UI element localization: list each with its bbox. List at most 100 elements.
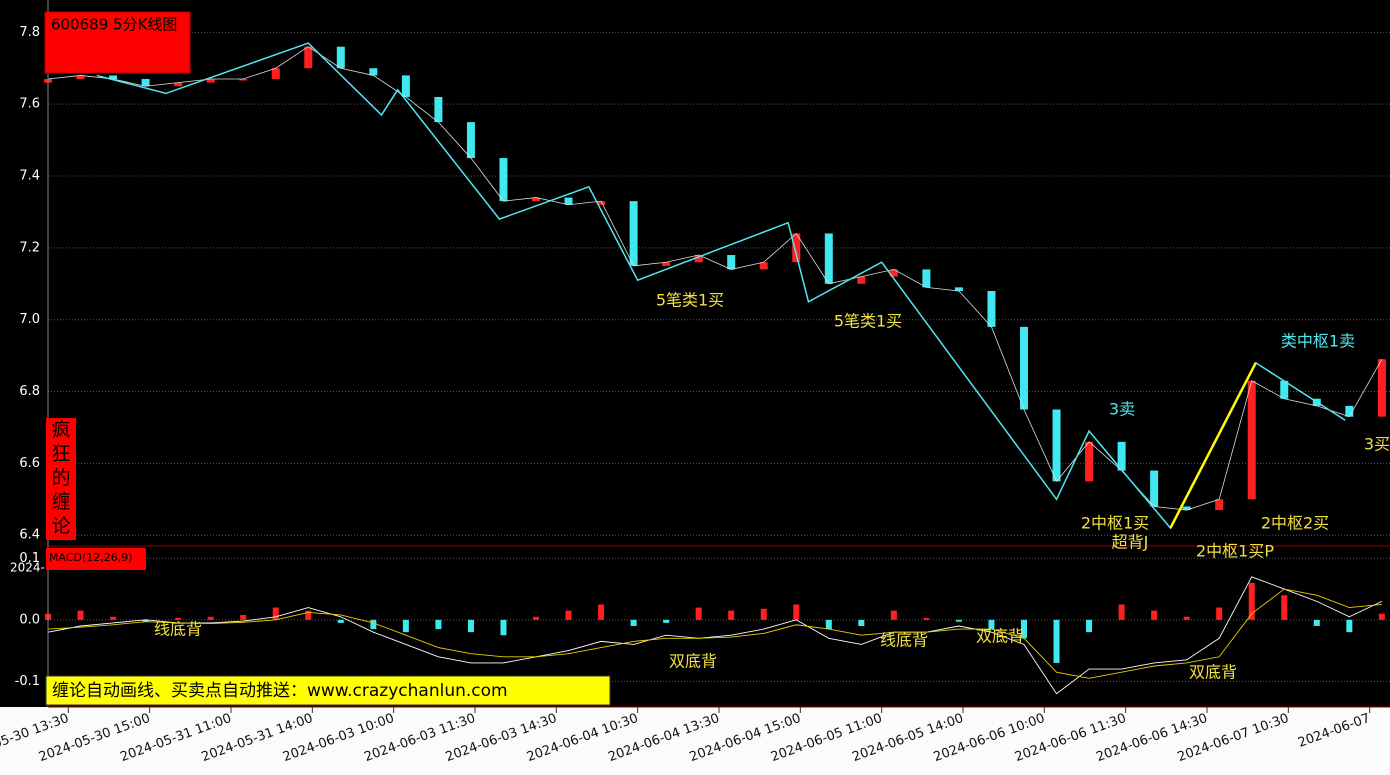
candle [499,158,508,202]
y-tick-label: 0.1 [19,551,40,566]
x-axis-area [0,707,1390,775]
chart-title: 600689 5分K线图 [51,16,177,34]
macd-bar [533,616,539,620]
annotation: 超背J [1112,533,1149,552]
annotation: 双底背 [669,652,717,671]
candle [1085,441,1094,482]
y-tick-label: 6.8 [19,384,40,399]
macd-bar [1086,619,1093,633]
macd-bar [77,610,84,620]
macd-bar [402,619,409,633]
candle [954,287,963,291]
annotation: 双底背 [1189,663,1237,682]
macd-bar [923,618,930,620]
candle [76,75,85,80]
macd-bar [1118,604,1125,620]
macd-bar [240,614,247,620]
annotation: 双底背 [976,627,1024,646]
macd-bar [793,604,800,620]
candle [1020,326,1028,410]
macd-bar [142,619,149,622]
macd-bar [207,616,214,620]
candle [434,96,443,123]
candle [1377,359,1386,417]
y-tick-label: -0.1 [15,674,40,689]
candle [466,122,475,159]
annotation: 5笔类1买 [834,312,902,331]
macd-bar [500,619,507,636]
annotation: 2中枢2买 [1261,514,1329,533]
macd-bar [467,619,474,633]
candle [1052,409,1061,482]
axis-stub: 2024- [10,561,45,575]
candle [109,75,118,80]
annotation: 类中枢1卖 [1281,332,1355,351]
annotation: 线底背 [154,620,202,639]
stroke-line [1169,362,1257,529]
macd-label: MACD(12,26,9) [49,551,133,564]
candle [532,197,540,202]
annotation: 2中枢1买 [1081,514,1149,533]
side-label: 疯狂的缠论 [51,419,70,537]
candle [206,79,215,83]
banner-box [45,675,611,706]
macd-bar [1183,616,1190,620]
macd-bar [370,619,377,630]
macd-bar [1378,613,1385,620]
annotation: 线底背 [880,631,928,650]
macd-bar [305,610,312,620]
side-label-box [46,418,76,540]
candle [174,82,183,87]
macd-bar [825,619,832,630]
candle [1182,506,1191,511]
macd-bar [858,619,865,626]
macd-bar [890,610,897,620]
stroke-line [96,42,1346,530]
macd-bar [1281,595,1288,620]
candle [629,201,638,266]
annotation: 3买 [1364,435,1390,454]
y-tick-label: 7.2 [19,240,40,255]
candle [1345,405,1354,417]
macd-bar [1216,607,1223,620]
candle [271,68,280,80]
macd-label-box [46,548,146,570]
candle [922,269,931,288]
macd-bar [1053,619,1060,663]
macd-bar [663,619,670,623]
macd-bar [565,610,572,620]
y-tick-label: 7.4 [19,169,40,184]
macd-bar [1151,610,1158,620]
macd-bar [272,607,279,620]
macd-bar [598,604,605,620]
macd-bar [988,619,995,630]
y-tick-label: 7.0 [19,312,40,327]
macd-bar [1248,582,1255,620]
candle [239,79,248,81]
candle [857,276,866,284]
candle [369,68,378,76]
y-tick-label: 0.0 [19,612,40,627]
banner: 缠论自动画线、买卖点自动推送：www.crazychanlun.com [52,681,508,701]
y-tick-label: 7.8 [19,25,40,40]
candle [1117,441,1126,471]
macd-line [47,576,1383,695]
candle [1247,380,1256,500]
candle [401,75,410,97]
candle [1150,470,1159,507]
candle [1215,499,1224,511]
candle [694,255,703,263]
candle [141,79,150,87]
macd-bar [175,618,182,620]
macd-bar [337,619,344,623]
y-tick-label: 7.6 [19,97,40,112]
candle [662,262,671,266]
annotation: 5笔类1买 [656,291,724,310]
y-tick-label: 6.6 [19,456,40,471]
candle [304,46,313,69]
annotation: 2中枢1买P [1196,542,1274,561]
macd-bar [110,616,117,620]
macd-bar [1021,619,1027,639]
macd-bar [435,619,442,630]
